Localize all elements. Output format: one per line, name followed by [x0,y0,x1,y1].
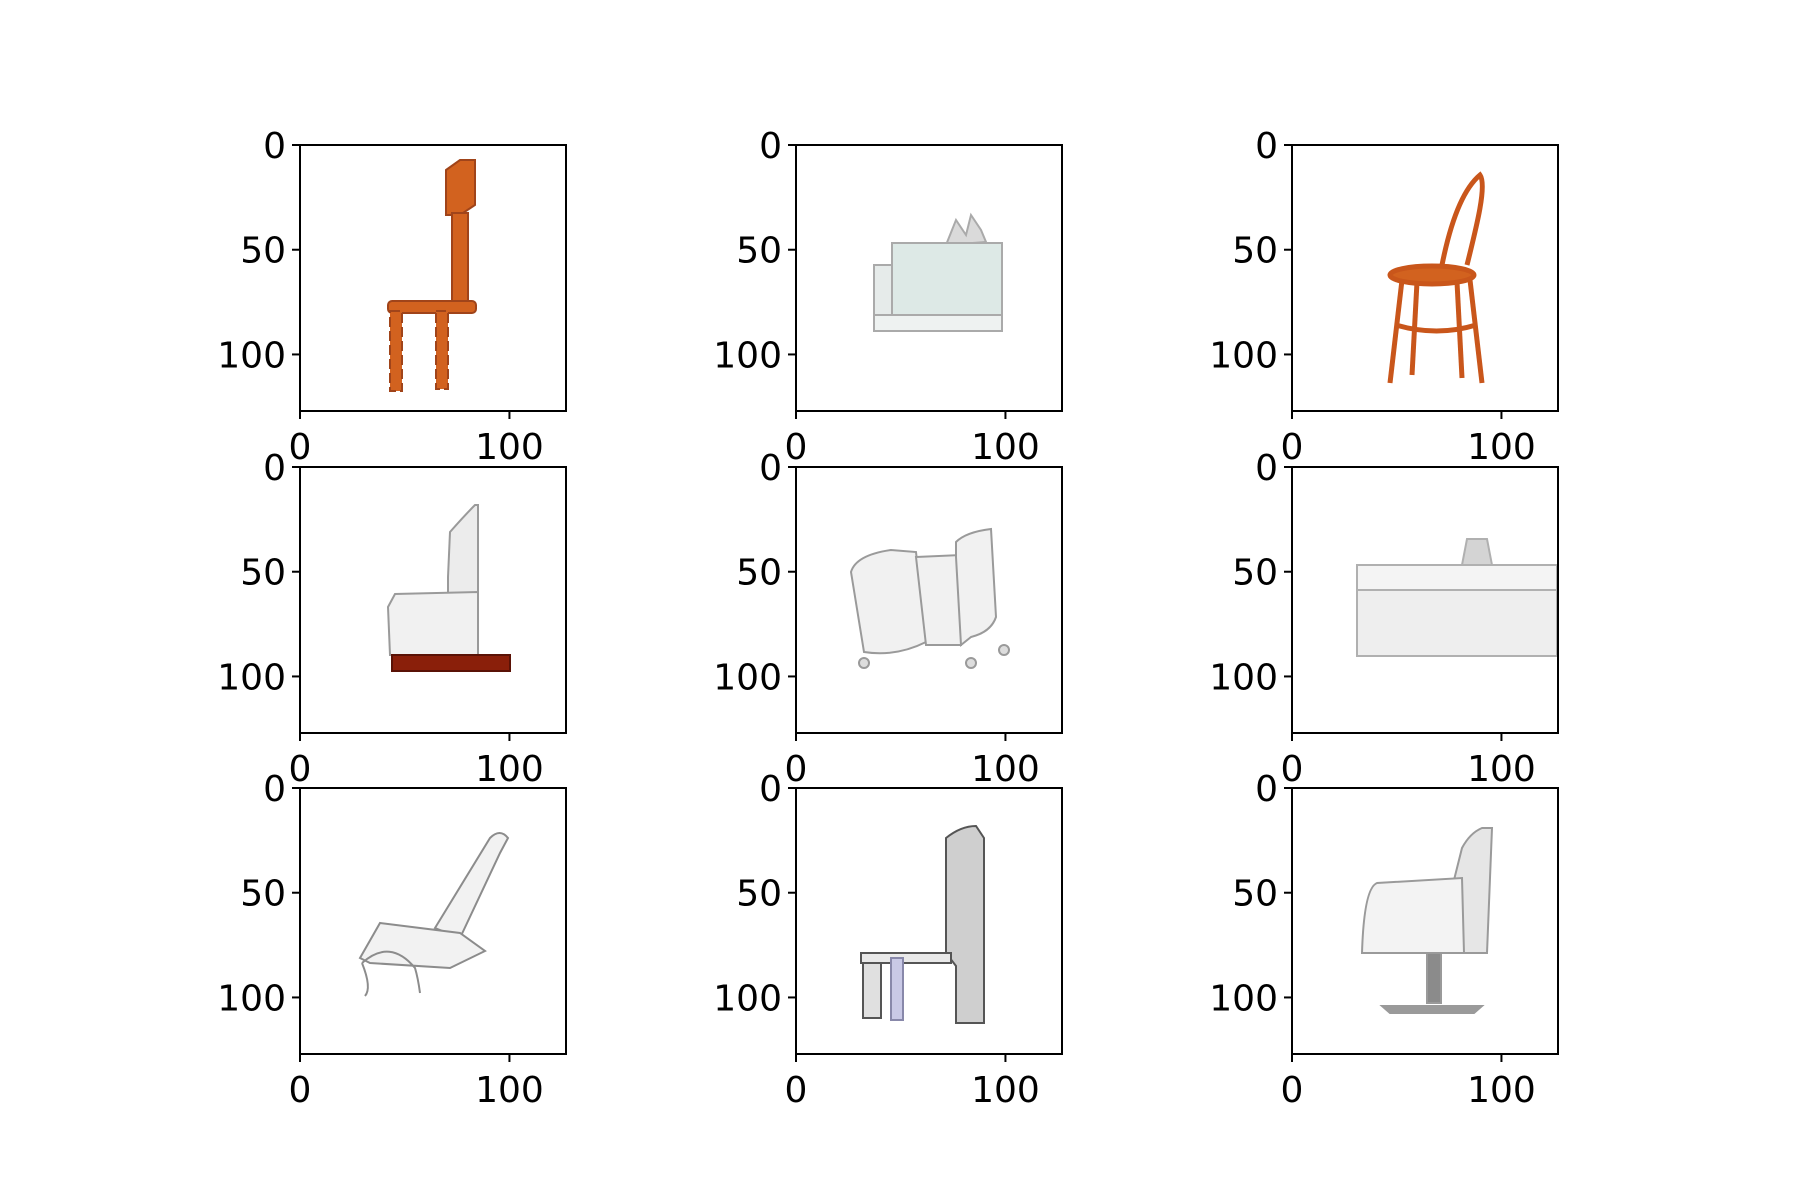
panel-6-ytick-label-0: 0 [1255,448,1278,489]
panel-4-xtick-label-0: 0 [289,749,312,790]
panel-6-white-bench-sofa [1291,466,1559,734]
panel-2-ytick-label-50: 50 [736,231,782,272]
park-bench-image [358,832,510,997]
panel-8-tall-back-chair [795,787,1063,1055]
orange-chair-image [387,159,477,392]
panel-7-park-bench [299,787,567,1055]
panel-4-ytick-label-100: 100 [217,657,286,698]
sectional-sofa-image [849,527,1010,669]
bench-sofa-image [1356,538,1558,657]
panel-3-xtick-label-100: 100 [1467,427,1536,468]
panel-9-swivel-armchair [1291,787,1559,1055]
armchair-image [386,504,511,672]
panel-5-ytick-label-50: 50 [736,553,782,594]
swivel-armchair-image [1360,827,1494,1014]
panel-8-xtick-label-100: 100 [971,1070,1040,1111]
panel-2-ytick-label-0: 0 [759,126,782,167]
panel-5-xtick-label-0: 0 [785,749,808,790]
panel-2-grey-green-sofa [795,144,1063,412]
panel-1-orange-chair [299,144,567,412]
panel-7-xtick-label-0: 0 [289,1070,312,1111]
panel-7-ytick-label-50: 50 [240,874,286,915]
bentwood-chair-image [1387,171,1485,384]
panel-5-ytick-label-100: 100 [713,657,782,698]
panel-7-ytick-label-0: 0 [263,769,286,810]
panel-6-ytick-label-50: 50 [1232,553,1278,594]
panel-1-ytick-label-0: 0 [263,126,286,167]
panel-2-xtick-label-100: 100 [971,427,1040,468]
panel-9-ytick-label-100: 100 [1209,978,1278,1019]
panel-9-xtick-label-0: 0 [1281,1070,1304,1111]
panel-3-ytick-label-100: 100 [1209,335,1278,376]
panel-8-ytick-label-100: 100 [713,978,782,1019]
panel-9-xtick-label-100: 100 [1467,1070,1536,1111]
panel-4-xtick-label-100: 100 [475,749,544,790]
panel-5-white-sectional-sofa [795,466,1063,734]
panel-9-ytick-label-50: 50 [1232,874,1278,915]
tall-back-chair-image [860,824,985,1024]
panel-6-ytick-label-100: 100 [1209,657,1278,698]
panel-1-xtick-label-0: 0 [289,427,312,468]
panel-3-bentwood-chair [1291,144,1559,412]
panel-2-ytick-label-100: 100 [713,335,782,376]
panel-3-xtick-label-0: 0 [1281,427,1304,468]
panel-4-ytick-label-0: 0 [263,448,286,489]
panel-8-ytick-label-50: 50 [736,874,782,915]
panel-6-xtick-label-100: 100 [1467,749,1536,790]
panel-1-xtick-label-100: 100 [475,427,544,468]
panel-8-xtick-label-0: 0 [785,1070,808,1111]
panel-3-ytick-label-0: 0 [1255,126,1278,167]
panel-5-xtick-label-100: 100 [971,749,1040,790]
panel-7-xtick-label-100: 100 [475,1070,544,1111]
panel-4-white-armchair [299,466,567,734]
axes-layer: 0 50 100 0 100 0 50 100 0 100 0 50 100 0 100 0 50 100 0 100… [217,126,1536,1111]
panel-5-ytick-label-0: 0 [759,448,782,489]
sofa-image [873,212,1003,332]
panel-8-ytick-label-0: 0 [759,769,782,810]
panel-1-ytick-label-50: 50 [240,231,286,272]
panel-9-ytick-label-0: 0 [1255,769,1278,810]
panel-4-ytick-label-50: 50 [240,553,286,594]
panel-1-ytick-label-100: 100 [217,335,286,376]
panel-3-ytick-label-50: 50 [1232,231,1278,272]
panel-6-xtick-label-0: 0 [1281,749,1304,790]
panel-7-ytick-label-100: 100 [217,978,286,1019]
panel-2-xtick-label-0: 0 [785,427,808,468]
